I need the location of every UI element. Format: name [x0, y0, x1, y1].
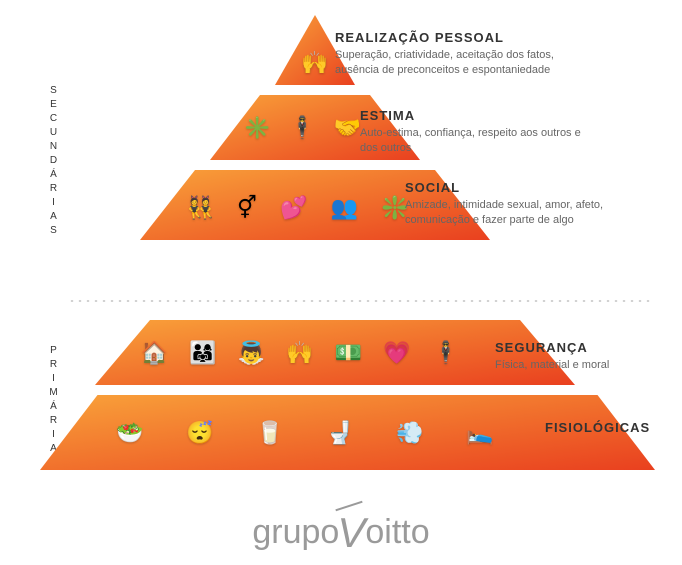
level-icon: ⚥ [237, 195, 257, 221]
level-desc: Superação, criatividade, aceitação dos f… [335, 48, 565, 78]
category-divider [68, 300, 652, 302]
level-title: SEGURANÇA [495, 340, 609, 355]
pyramid-level-fisiologicas: 🥗 😴 🥛 🚽 💨 🛌 FISIOLÓGICAS [0, 395, 682, 470]
level-icons-estima: ✳️ 🕴️ 🤝 [235, 115, 370, 141]
level-title: FISIOLÓGICAS [545, 420, 650, 435]
logo: grupoVoitto [0, 509, 682, 557]
logo-rest: oitto [365, 513, 429, 551]
level-icon: 💕 [280, 195, 307, 221]
level-icon: 😴 [186, 420, 213, 446]
level-icon: 🥗 [116, 420, 143, 446]
level-icon: 🛌 [466, 420, 493, 446]
level-icons-realizacao: 🙌 [295, 50, 335, 76]
logo-prefix: grupo [252, 513, 339, 551]
level-icon: ✳️ [244, 115, 271, 141]
level-icon: 💵 [335, 340, 362, 366]
pyramid-level-social: 👯⚥💕👥❇️SOCIALAmizade, intimidade sexual, … [0, 170, 682, 240]
level-text-fisiologicas: FISIOLÓGICAS [545, 420, 650, 438]
level-icon: 🙌 [301, 50, 328, 76]
level-desc: Auto-estima, confiança, respeito aos out… [360, 126, 590, 156]
level-title: ESTIMA [360, 108, 590, 123]
level-icon: 👨‍👩‍👧 [189, 340, 216, 366]
pyramid-level-seguranca: 🏠 👨‍👩‍👧 👼 🙌 💵 💗 🕴️ SEGURANÇA Física, material e … [0, 320, 682, 385]
level-icons-social: 👯⚥💕👥❇️ [175, 195, 420, 221]
logo-v-icon: V [337, 509, 365, 557]
level-title: REALIZAÇÃO PESSOAL [335, 30, 565, 45]
level-icon: 💨 [396, 420, 423, 446]
level-text-social: SOCIAL Amizade, intimidade sexual, amor, … [405, 180, 635, 228]
level-icon: 🤝 [334, 115, 361, 141]
level-icon: 🚽 [326, 420, 353, 446]
level-icon: 🕴️ [289, 115, 316, 141]
level-icon: 👯 [187, 195, 214, 221]
level-title: SOCIAL [405, 180, 635, 195]
level-icon: 🥛 [256, 420, 283, 446]
level-icon: 💗 [383, 340, 410, 366]
level-desc: Física, material e moral [495, 358, 609, 373]
level-text-estima: ESTIMA Auto-estima, confiança, respeito a… [360, 108, 590, 156]
level-icon: 👼 [238, 340, 265, 366]
pyramid-level-realizacao: 🙌 REALIZAÇÃO PESSOAL Superação, criativida… [0, 15, 682, 85]
level-icon: 🙌 [286, 340, 313, 366]
level-icons-seguranca: 🏠 👨‍👩‍👧 👼 🙌 💵 💗 🕴️ [130, 340, 470, 366]
level-icons-fisiologicas: 🥗 😴 🥛 🚽 💨 🛌 [95, 420, 515, 446]
level-desc: Amizade, intimidade sexual, amor, afeto,… [405, 198, 635, 228]
level-text-realizacao: REALIZAÇÃO PESSOAL Superação, criatividad… [335, 30, 565, 78]
level-icon: 🕴️ [432, 340, 459, 366]
pyramid-level-estima: ✳️ 🕴️ 🤝ESTIMA Auto-estima, confiança, respe… [0, 95, 682, 160]
level-icon: 👥 [331, 195, 358, 221]
level-text-seguranca: SEGURANÇA Física, material e moral [495, 340, 609, 373]
level-icon: 🏠 [141, 340, 168, 366]
